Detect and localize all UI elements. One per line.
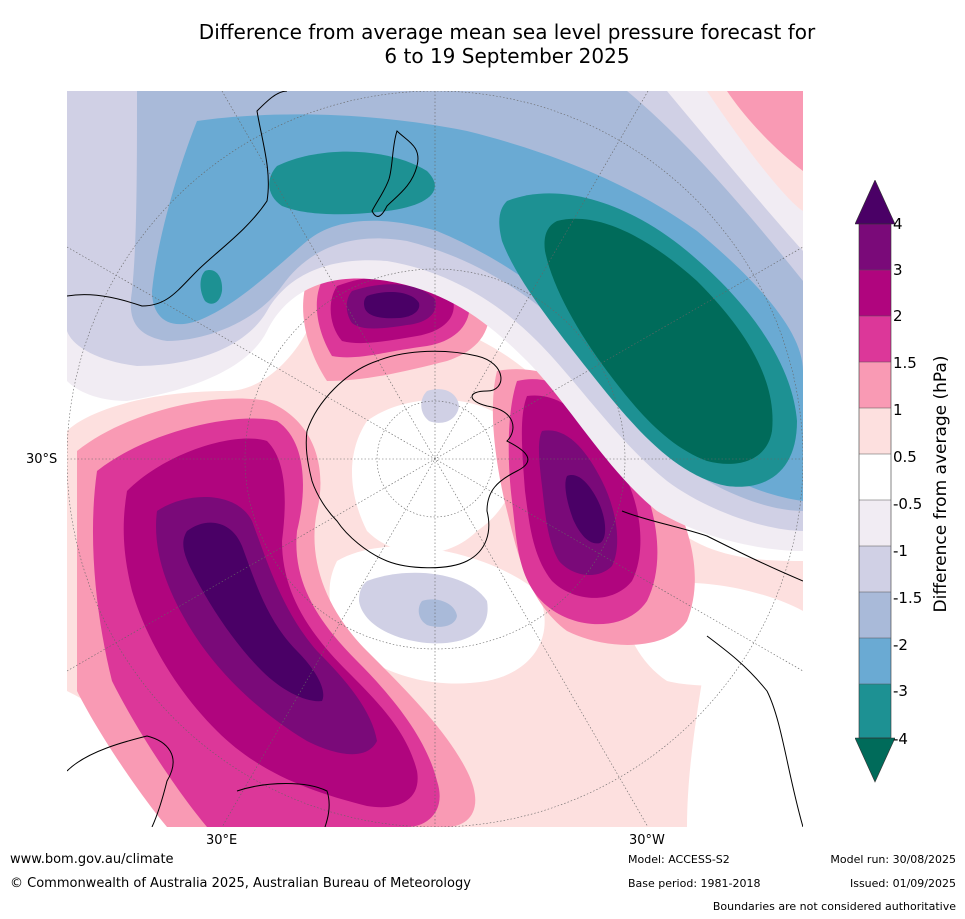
footer-website: www.bom.gov.au/climate <box>10 852 174 867</box>
colorbar-band-neg-3-4 <box>859 684 891 738</box>
anomaly-region-pos-1-ne <box>727 91 803 171</box>
footer-disclaimer: Boundaries are not considered authoritat… <box>712 900 956 913</box>
title-line-1: Difference from average mean sea level p… <box>198 20 816 44</box>
coastline-south-america <box>621 510 803 582</box>
colorbar-outline <box>858 223 892 739</box>
colorbar-tick-2: 2 <box>893 307 903 325</box>
coastline-africa-south <box>236 783 330 827</box>
anomaly-region-neg-1p5-south <box>418 599 457 627</box>
colorbar-tick-3: 3 <box>893 261 903 279</box>
colorbar-band-1p5-2 <box>859 316 891 362</box>
anomaly-region-pos-4-east <box>565 475 606 544</box>
colorbar-tick-neg-3: -3 <box>893 682 908 700</box>
colorbar-band-1-1p5 <box>859 362 891 408</box>
lon-label-30e: 30°E <box>206 833 238 848</box>
colorbar-tick-4: 4 <box>893 215 903 233</box>
colorbar-tick-neg-2: -2 <box>893 636 908 654</box>
colorbar-band-neg-2-3 <box>859 638 891 684</box>
anomaly-region-pos-4-west <box>183 522 324 702</box>
coastline-antarctica <box>305 350 529 569</box>
coastline-new-zealand <box>371 130 419 217</box>
coastlines <box>67 91 803 827</box>
title-line-2: 6 to 19 September 2025 <box>384 44 630 68</box>
coastline-africa <box>67 735 174 827</box>
anomaly-region-neg-3 <box>269 151 435 215</box>
footer-base-period: Base period: 1981-2018 <box>628 877 761 890</box>
colorbar-title: Difference from average (hPa) <box>931 355 951 613</box>
colorbar-tick-neg-0p5: -0.5 <box>893 495 923 513</box>
chart-title: Difference from average mean sea level p… <box>0 20 965 68</box>
anomaly-region-neg-3-small <box>200 270 223 304</box>
anomaly-region-neg-0p5-pole <box>421 389 459 423</box>
colorbar-band-0p5-1 <box>859 408 891 454</box>
pressure-anomaly-map <box>67 91 803 827</box>
neutral-region-bottom-right <box>687 651 803 827</box>
colorbar-tick-neg-1p5: -1.5 <box>893 589 923 607</box>
lon-label-30w: 30°W <box>629 833 665 848</box>
colorbar-extend-max <box>855 180 895 225</box>
graticule <box>67 91 803 827</box>
footer-copyright: © Commonwealth of Australia 2025, Austra… <box>10 876 471 891</box>
colorbar <box>855 180 895 783</box>
colorbar-tick-0p5: 0.5 <box>893 448 917 466</box>
colorbar-band-neg-1-1p5 <box>859 546 891 592</box>
colorbar-band-3-4 <box>859 224 891 270</box>
anomaly-region-neg-4 <box>544 218 773 464</box>
meridian-120 <box>67 246 803 672</box>
graticule-circle-inner <box>376 400 494 518</box>
colorbar-separators <box>859 269 891 685</box>
colorbar-extend-min <box>855 737 895 783</box>
colorbar-band-neg-1p5-2 <box>859 592 891 638</box>
lat-label-30s: 30°S <box>26 452 58 467</box>
footer-model-run: Model run: 30/08/2025 <box>830 853 956 866</box>
footer-issued: Issued: 01/09/2025 <box>849 877 956 890</box>
footer-model: Model: ACCESS-S2 <box>628 853 730 866</box>
colorbar-band-2-3 <box>859 270 891 316</box>
neutral-region-pole <box>352 399 520 554</box>
colorbar-band-neutral <box>859 454 891 500</box>
colorbar-tick-neg-4: -4 <box>893 730 908 748</box>
anomaly-region-pos-4-center <box>363 291 420 319</box>
colorbar-tick-1p5: 1.5 <box>893 354 917 372</box>
coastline-australia <box>67 91 288 307</box>
colorbar-tick-neg-1: -1 <box>893 542 908 560</box>
colorbar-tick-1: 1 <box>893 401 903 419</box>
coastline-south-america-east <box>706 635 803 827</box>
colorbar-band-neg-0p5-1 <box>859 500 891 546</box>
